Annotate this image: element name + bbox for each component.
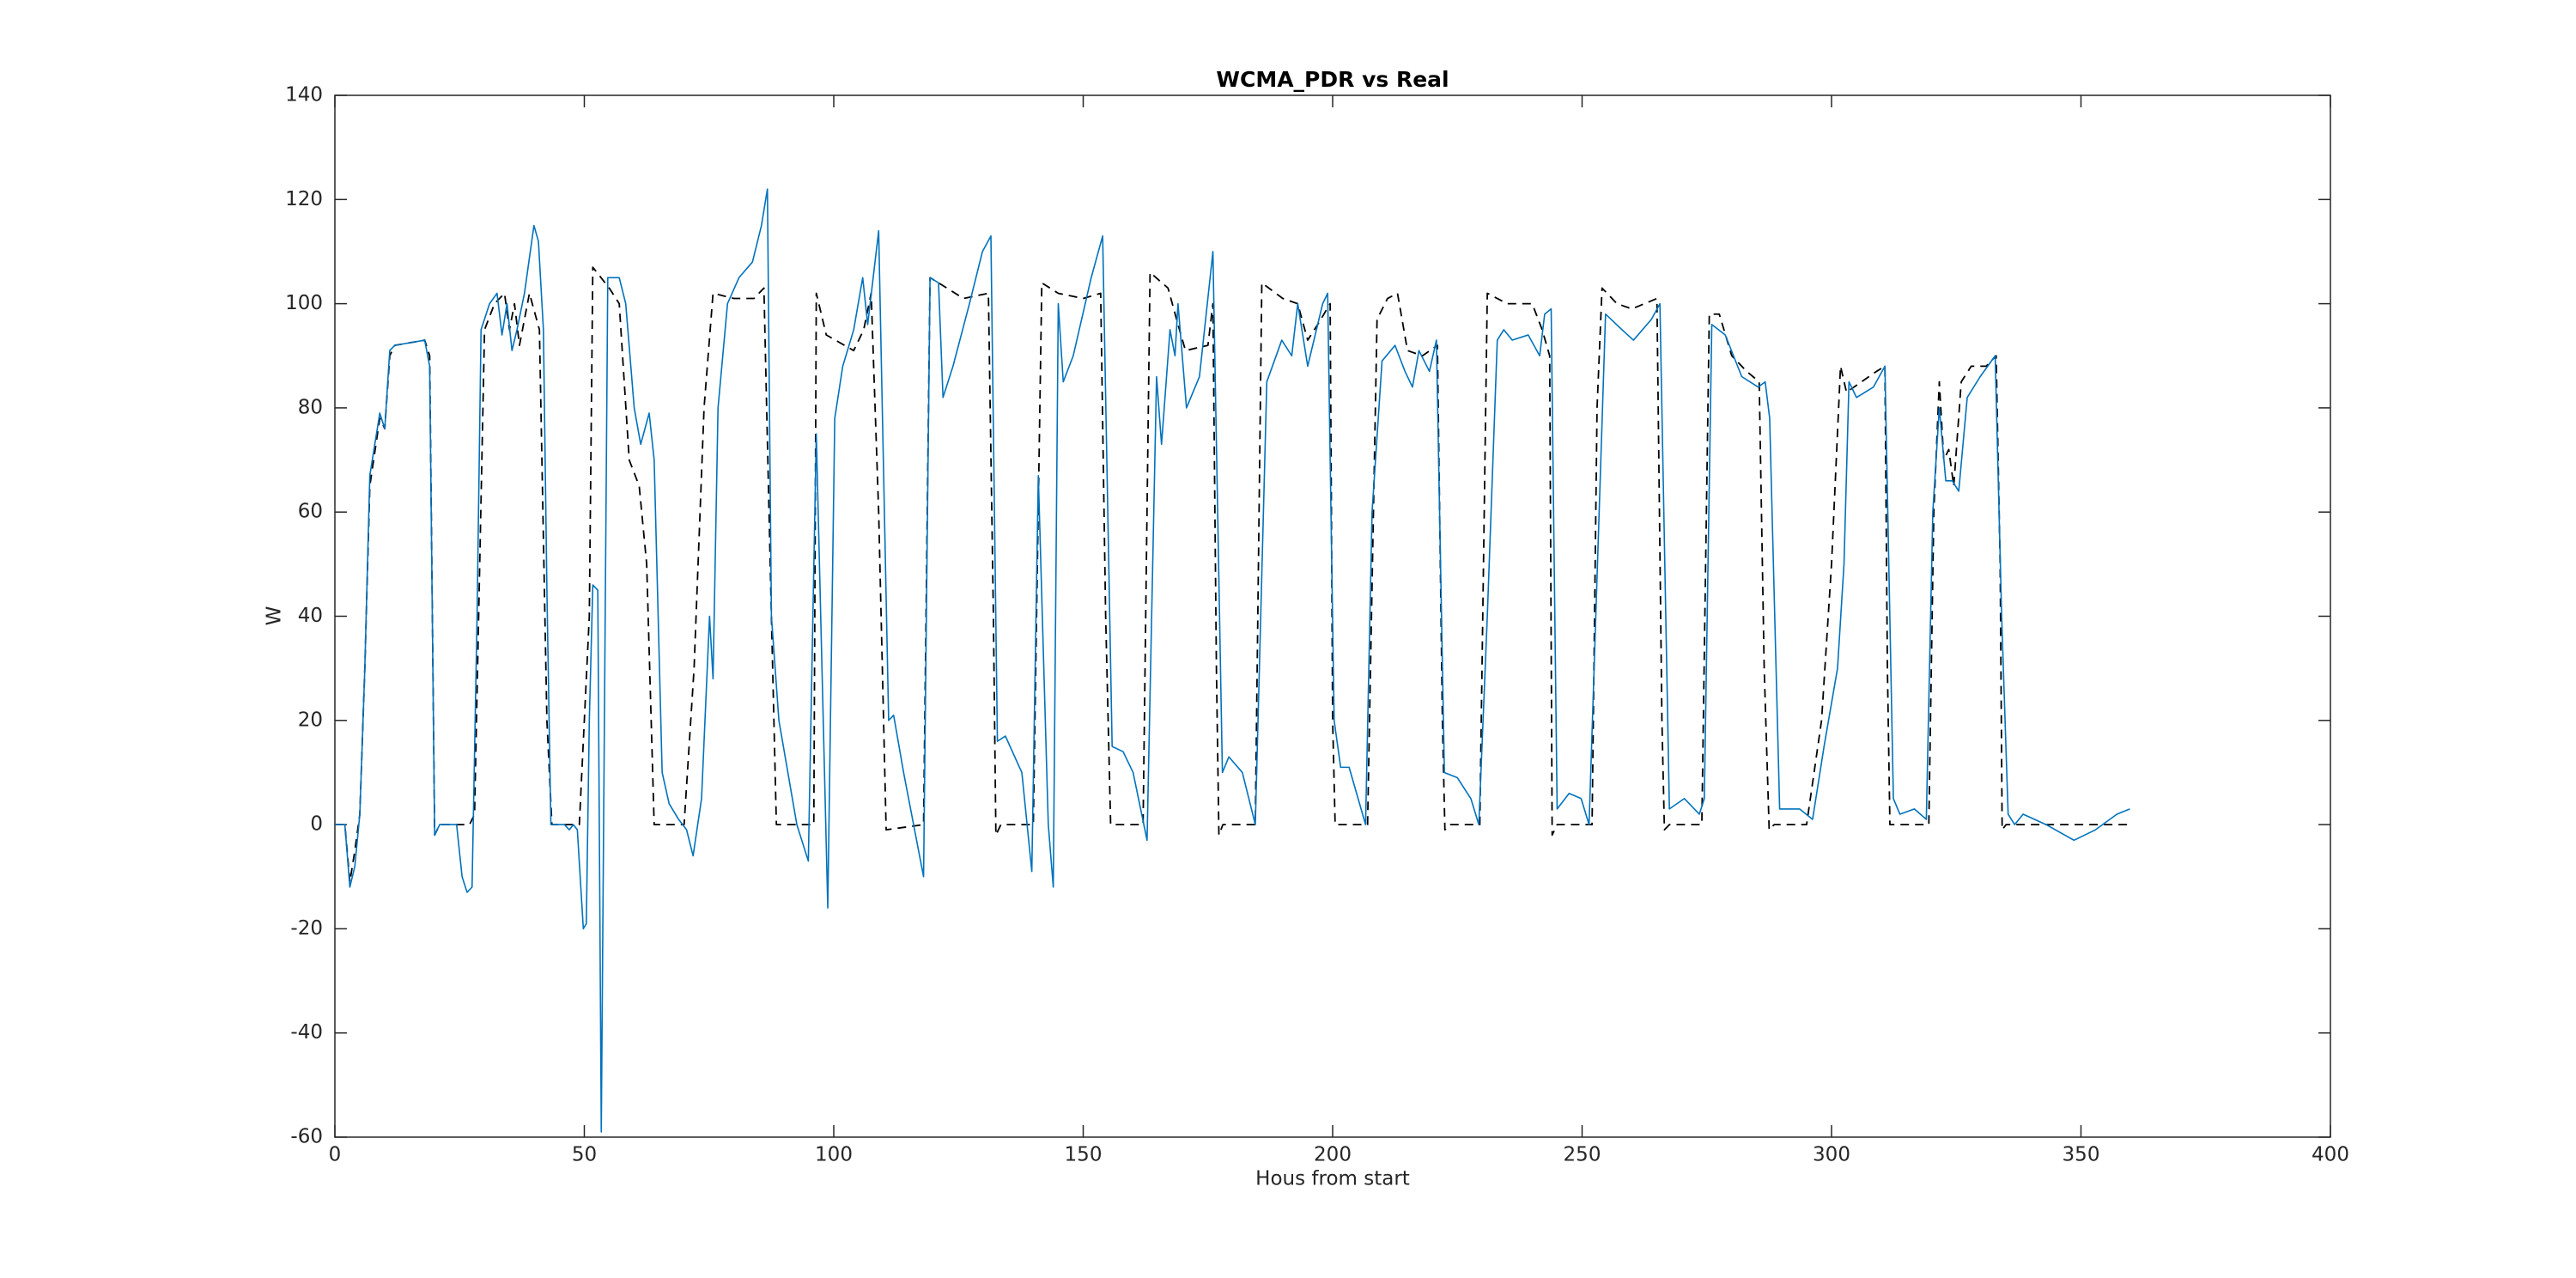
y-tick-label: 80 xyxy=(298,396,323,418)
x-tick-label: 350 xyxy=(2063,1144,2100,1166)
y-tick-label: 40 xyxy=(298,605,323,627)
series-line xyxy=(335,188,2130,1133)
y-tick-label: -60 xyxy=(290,1126,323,1148)
y-tick-label: -20 xyxy=(290,917,323,940)
x-tick-label: 0 xyxy=(329,1144,342,1166)
y-tick-label: 140 xyxy=(285,84,323,106)
x-tick-label: 200 xyxy=(1314,1144,1352,1166)
y-tick-label: 120 xyxy=(285,188,323,210)
y-tick-label: 0 xyxy=(310,813,323,836)
series-line xyxy=(335,266,2131,883)
x-tick-label: 150 xyxy=(1065,1144,1103,1166)
x-tick-label: 50 xyxy=(572,1144,597,1166)
x-axis-label: Hous from start xyxy=(1255,1168,1410,1190)
x-tick-label: 250 xyxy=(1564,1144,1601,1166)
y-tick-label: 100 xyxy=(285,292,323,314)
y-tick-label: 60 xyxy=(298,501,323,523)
y-axis-label: W xyxy=(264,606,286,626)
chart-title: WCMA_PDR vs Real xyxy=(1216,67,1449,92)
y-tick-label: 20 xyxy=(298,709,323,731)
x-tick-label: 300 xyxy=(1813,1144,1850,1166)
x-tick-label: 400 xyxy=(2312,1144,2349,1166)
x-tick-label: 100 xyxy=(815,1144,853,1166)
y-tick-label: -40 xyxy=(290,1021,323,1044)
